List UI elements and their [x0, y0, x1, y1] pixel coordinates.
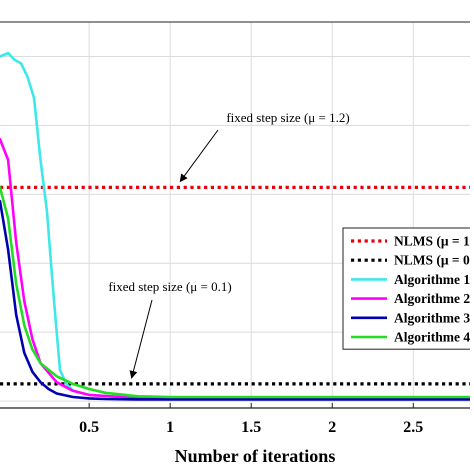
grid: [0, 22, 470, 408]
legend-label-nlms-0: NLMS (μ = 0: [394, 253, 470, 268]
annotations: fixed step size (μ = 1.2) fixed step size…: [108, 110, 350, 379]
legend-label-algorithme-1: Algorithme 1: [394, 272, 470, 287]
legend-label-algorithme-4: Algorithme 4: [394, 330, 470, 345]
legend-label-algorithme-3: Algorithme 3: [394, 310, 470, 325]
x-ticks: 0.5 1 1.5 2 2.5: [79, 403, 423, 436]
series-line-algorithme-3: [0, 199, 470, 401]
annotation-label: fixed step size (μ = 0.1): [108, 279, 231, 294]
annotation-arrow: [179, 129, 219, 183]
annotation-arrow: [129, 299, 153, 379]
x-tick-label: 2.5: [403, 419, 423, 436]
x-tick-label: 1: [166, 419, 174, 436]
series-layer: [0, 51, 470, 401]
series-line-algorithme-4: [0, 186, 470, 399]
x-axis-label: Number of iterations: [175, 446, 336, 466]
x-tick-label: 2: [328, 419, 336, 436]
legend-box: [342, 227, 470, 350]
x-tick-label: 1.5: [241, 419, 261, 436]
plot-frame: [0, 21, 470, 409]
legend-label-algorithme-2: Algorithme 2: [394, 291, 470, 306]
legend: NLMS (μ = 1 NLMS (μ = 0 Algorithme 1 Algori…: [342, 227, 470, 350]
legend-label-nlms-1: NLMS (μ = 1: [394, 234, 470, 249]
x-tick-label: 0.5: [79, 419, 99, 436]
plot-background: [0, 22, 470, 408]
annotation-label: fixed step size (μ = 1.2): [226, 110, 349, 125]
series-line-algorithme-2: [0, 137, 470, 400]
